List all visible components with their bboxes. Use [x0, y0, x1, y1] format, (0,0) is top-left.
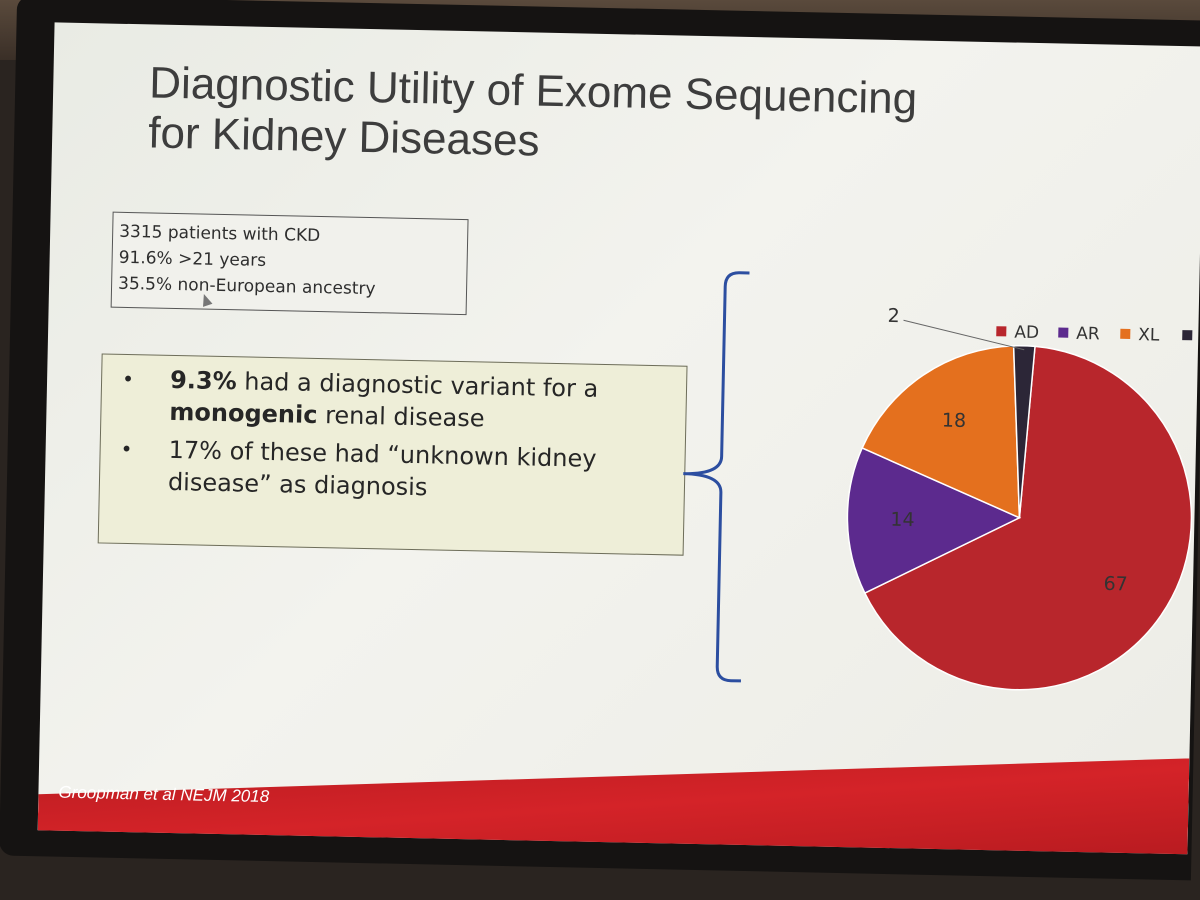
legend-swatch — [1182, 330, 1193, 341]
legend-label: AD — [1014, 323, 1039, 344]
chart-legend: AD AR XL dual — [996, 323, 1193, 346]
legend-label: XL — [1138, 325, 1160, 345]
monogenic-term: monogenic — [169, 397, 318, 429]
pie-slices — [846, 344, 1193, 691]
bullet-item-diagnostic-yield: • 9.3% had a diagnostic variant for a mo… — [121, 363, 674, 439]
bullet-dot-icon: • — [120, 436, 133, 462]
pie-data-labels: 67 14 18 2 — [887, 305, 1128, 596]
unknown-disease-text: 17% of these had “unknown kidney disease… — [167, 435, 597, 502]
bullet-dot-icon: • — [121, 366, 135, 392]
pie-slice-ad — [863, 345, 1193, 691]
title-line-2: for Kidney Diseases — [147, 108, 541, 166]
legend-item-ad: AD — [996, 323, 1039, 344]
data-label-dual: 2 — [887, 305, 900, 327]
findings-box: • 9.3% had a diagnostic variant for a mo… — [97, 353, 688, 556]
yield-percent: 9.3% — [169, 365, 237, 396]
slide: Diagnostic Utility of Exome Sequencing f… — [37, 22, 1200, 855]
curly-brace — [683, 271, 750, 683]
data-label-xl: 18 — [942, 410, 967, 433]
data-label-ar: 14 — [890, 509, 915, 532]
bullet-item-unknown-disease: • 17% of these had “unknown kidney disea… — [120, 433, 673, 509]
pie-slice-xl — [861, 345, 1021, 519]
leader-line — [903, 319, 1025, 351]
slide-title: Diagnostic Utility of Exome Sequencing f… — [148, 58, 1110, 178]
legend-label: AR — [1076, 324, 1100, 344]
yield-text-b: renal disease — [317, 400, 485, 433]
legend-item-dual: dual — [1182, 330, 1193, 341]
pie-slice-ar — [846, 447, 1022, 595]
pie-chart: AD AR XL dual 67 14 18 2 — [846, 305, 1193, 691]
legend-item-ar: AR — [1058, 324, 1100, 344]
legend-swatch — [1120, 328, 1131, 339]
yield-text-a: had a diagnostic variant for a — [236, 367, 599, 403]
monitor-frame: Diagnostic Utility of Exome Sequencing f… — [0, 0, 1200, 881]
legend-swatch — [1058, 327, 1069, 338]
stats-box: 3315 patients with CKD 91.6% >21 years 3… — [110, 211, 469, 316]
pie-slice-dual — [1012, 344, 1036, 518]
legend-swatch — [996, 326, 1007, 337]
data-label-ad: 67 — [1103, 573, 1128, 596]
legend-item-xl: XL — [1120, 325, 1160, 346]
